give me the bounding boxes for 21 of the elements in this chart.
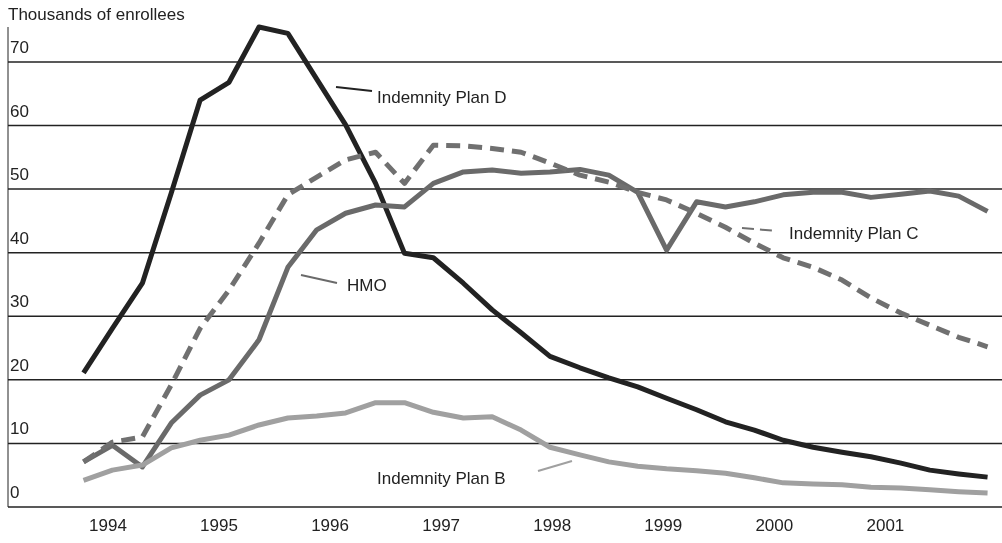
x-tick-label: 1994 bbox=[89, 516, 127, 535]
y-tick-label: 70 bbox=[10, 37, 29, 57]
x-tick-label: 2000 bbox=[755, 516, 794, 535]
y-tick-label: 50 bbox=[10, 165, 29, 185]
text: Indemnity Plan B bbox=[377, 469, 506, 488]
legend-label: HMO bbox=[347, 276, 387, 295]
y-tick-label: 60 bbox=[10, 101, 29, 121]
x-tick-label: 1995 bbox=[200, 516, 238, 535]
x-tick-label: 1999 bbox=[644, 516, 683, 535]
legend-label: Indemnity Plan C bbox=[789, 224, 919, 243]
y-tick-label: 10 bbox=[10, 419, 29, 439]
x-tick-label: 1997 bbox=[422, 516, 461, 535]
y-axis-title: Thousands of enrollees bbox=[8, 5, 185, 24]
y-tick-label: 0 bbox=[10, 483, 20, 502]
legend-label: Indemnity Plan D bbox=[377, 88, 507, 107]
x-tick-label: 1996 bbox=[311, 516, 349, 535]
y-tick-label: 20 bbox=[10, 355, 29, 375]
y-tick-label: 40 bbox=[10, 228, 29, 248]
y-tick-label: 30 bbox=[10, 292, 29, 312]
x-tick-label: 2001 bbox=[866, 516, 905, 535]
x-tick-label: 1998 bbox=[533, 516, 572, 535]
